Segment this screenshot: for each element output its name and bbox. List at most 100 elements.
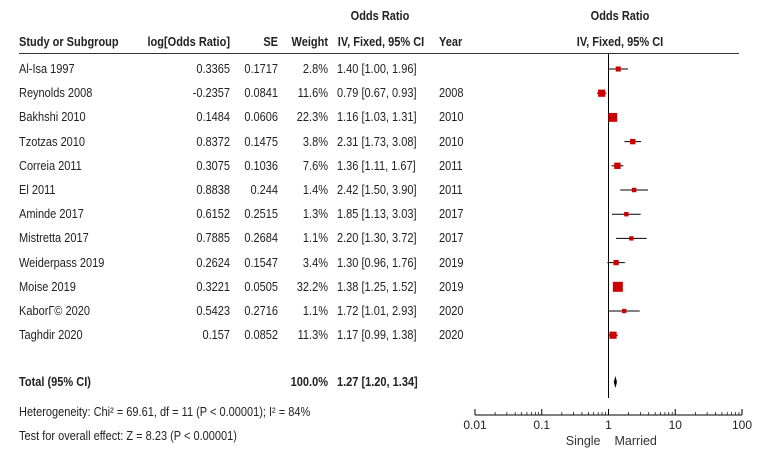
study-year: 2011	[439, 158, 463, 173]
study-ci: 1.36 [1.11, 1.67]	[337, 158, 416, 173]
study-weight: 1.1%	[302, 231, 328, 246]
year-header: Year	[439, 35, 463, 49]
plot-header-top: Odds Ratio	[590, 9, 650, 23]
study-ci: 1.17 [0.99, 1.38]	[337, 328, 417, 343]
logor-header: log[Odds Ratio]	[147, 35, 231, 49]
study-se: 0.0852	[244, 328, 278, 343]
study-year: 2017	[439, 231, 464, 246]
study-year: 2017	[439, 207, 464, 222]
point-estimate-square	[631, 187, 637, 193]
or-header-top: Odds Ratio	[350, 9, 410, 23]
favours-left-label: Single	[566, 434, 601, 448]
point-estimate-square	[624, 211, 629, 217]
study-se: 0.0841	[244, 86, 278, 101]
study-year: 2019	[439, 255, 464, 270]
study-ci: 0.79 [0.67, 0.93]	[337, 86, 417, 101]
study-logor: 0.3221	[196, 279, 230, 294]
study-logor: 0.8372	[196, 134, 230, 149]
study-weight: 1.1%	[302, 304, 328, 318]
study-name: Reynolds 2008	[19, 86, 93, 101]
study-weight: 11.3%	[297, 328, 328, 343]
point-estimate-square	[613, 259, 619, 266]
study-name: KaborГ© 2020	[19, 304, 90, 318]
study-logor: 0.2624	[196, 255, 230, 270]
point-estimate-square	[630, 138, 636, 145]
study-year: 2010	[439, 110, 464, 125]
total-ci: 1.27 [1.20, 1.34]	[337, 375, 418, 389]
study-year: 2010	[439, 134, 464, 149]
pooled-diamond	[613, 376, 617, 388]
total-label: Total (95% CI)	[19, 375, 91, 389]
study-logor: 0.6152	[196, 207, 230, 222]
study-weight: 2.8%	[302, 62, 328, 76]
study-year: 2008	[439, 86, 464, 101]
study-logor: -0.2357	[192, 86, 230, 101]
plot-header-bottom: IV, Fixed, 95% CI	[576, 35, 664, 49]
study-se: 0.1475	[244, 134, 278, 149]
or-header-bottom: IV, Fixed, 95% CI	[337, 35, 425, 49]
study-se: 0.1036	[244, 158, 278, 173]
study-name: Aminde 2017	[19, 207, 84, 222]
study-se: 0.1547	[244, 255, 278, 270]
study-logor: 0.7885	[196, 231, 230, 246]
study-ci: 1.30 [0.96, 1.76]	[337, 255, 417, 270]
study-name: Bakhshi 2010	[19, 110, 86, 125]
point-estimate-square	[612, 281, 623, 292]
study-ci: 1.16 [1.03, 1.31]	[337, 110, 417, 125]
se-header: SE	[263, 35, 278, 49]
study-ci: 1.38 [1.25, 1.52]	[337, 279, 417, 294]
study-weight: 11.6%	[297, 86, 328, 101]
study-logor: 0.5423	[196, 304, 230, 318]
study-logor: 0.3365	[196, 62, 230, 76]
study-year: 2020	[439, 328, 464, 343]
total-weight: 100.0%	[290, 375, 328, 389]
study-logor: 0.8838	[196, 183, 230, 197]
study-weight: 32.2%	[296, 279, 328, 294]
study-ci: 1.72 [1.01, 2.93]	[337, 304, 417, 318]
study-name: Taghdir 2020	[19, 328, 83, 343]
study-weight: 22.3%	[296, 110, 328, 125]
study-name: Correia 2011	[19, 158, 82, 173]
study-se: 0.0606	[244, 110, 278, 125]
study-logor: 0.3075	[196, 158, 230, 173]
study-logor: 0.157	[202, 328, 230, 343]
heterogeneity-text: Heterogeneity: Chi² = 69.61, df = 11 (P …	[19, 405, 311, 419]
study-ci: 1.85 [1.13, 3.03]	[337, 207, 417, 222]
x-tick-label: 100	[732, 418, 752, 432]
study-weight: 7.6%	[302, 158, 328, 173]
point-estimate-square	[629, 236, 634, 241]
study-year: 2019	[439, 279, 464, 294]
study-year: 2011	[439, 183, 463, 197]
study-ci: 2.20 [1.30, 3.72]	[337, 231, 417, 246]
overall-effect-text: Test for overall effect: Z = 8.23 (P < 0…	[19, 429, 237, 443]
study-se: 0.1717	[244, 62, 278, 76]
study-name: Tzotzas 2010	[19, 134, 86, 149]
study-ci: 2.31 [1.73, 3.08]	[337, 134, 417, 149]
point-estimate-square	[615, 66, 621, 72]
point-estimate-square	[622, 308, 627, 314]
header-divider	[19, 53, 739, 54]
point-estimate-square	[598, 89, 606, 97]
x-tick-label: 10	[669, 418, 683, 432]
study-header: Study or Subgroup	[19, 35, 119, 49]
study-name: Al-Isa 1997	[19, 62, 75, 76]
weight-header: Weight	[291, 35, 328, 49]
x-tick-label: 1	[605, 418, 612, 432]
study-weight: 3.8%	[302, 134, 328, 149]
study-se: 0.2684	[244, 231, 278, 246]
study-name: Moise 2019	[19, 279, 76, 294]
point-estimate-square	[614, 162, 621, 170]
favours-right-label: Married	[615, 434, 657, 448]
study-weight: 1.4%	[302, 183, 328, 197]
study-ci: 2.42 [1.50, 3.90]	[337, 183, 417, 197]
study-year: 2020	[439, 304, 464, 318]
study-se: 0.2515	[244, 207, 278, 222]
study-ci: 1.40 [1.00, 1.96]	[337, 62, 417, 76]
point-estimate-square	[609, 331, 617, 339]
study-se: 0.244	[250, 183, 278, 197]
x-tick-label: 0.1	[533, 418, 550, 432]
point-estimate-square	[608, 112, 618, 122]
study-logor: 0.1484	[196, 110, 230, 125]
study-weight: 1.3%	[302, 207, 328, 222]
